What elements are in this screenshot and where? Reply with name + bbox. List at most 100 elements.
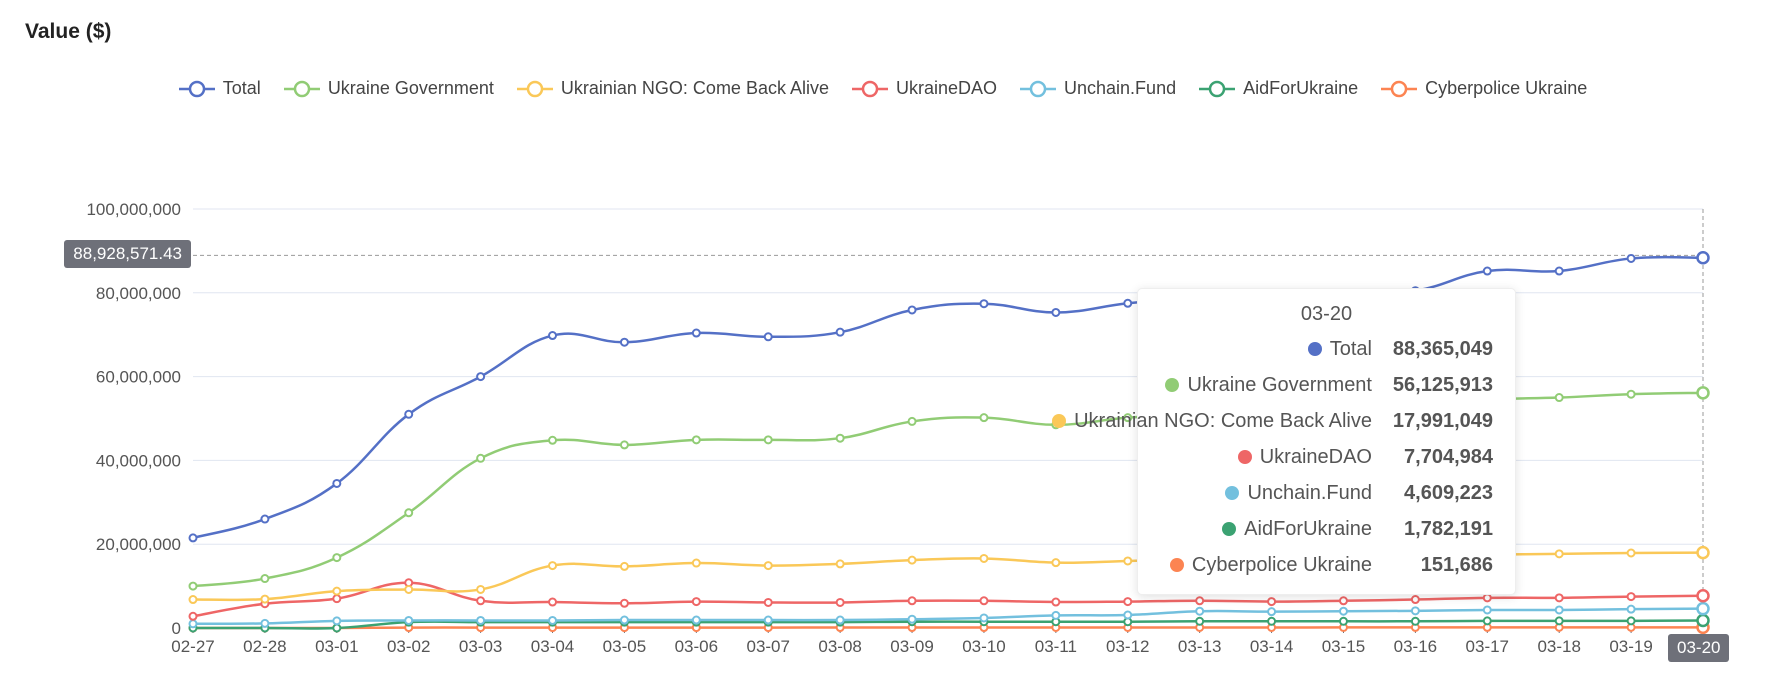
data-point[interactable] <box>1338 606 1348 616</box>
legend-item-aidforukraine[interactable]: AidForUkraine <box>1198 78 1358 99</box>
data-point[interactable] <box>332 616 342 626</box>
data-point[interactable] <box>1696 251 1710 265</box>
data-point[interactable] <box>907 596 917 606</box>
data-point[interactable] <box>404 615 414 625</box>
data-point[interactable] <box>907 555 917 565</box>
data-point[interactable] <box>548 615 558 625</box>
data-point[interactable] <box>979 553 989 563</box>
data-point[interactable] <box>979 299 989 309</box>
data-point[interactable] <box>835 615 845 625</box>
data-point[interactable] <box>1554 266 1564 276</box>
data-point[interactable] <box>1482 616 1492 626</box>
data-point[interactable] <box>1482 593 1492 603</box>
legend-item-ukrainian-ngo-come-back-alive[interactable]: Ukrainian NGO: Come Back Alive <box>516 78 829 99</box>
data-point[interactable] <box>1626 389 1636 399</box>
data-point[interactable] <box>1554 616 1564 626</box>
data-point[interactable] <box>476 372 486 382</box>
data-point[interactable] <box>476 584 486 594</box>
data-point[interactable] <box>1554 549 1564 559</box>
data-point[interactable] <box>1696 386 1710 400</box>
data-point[interactable] <box>1626 616 1636 626</box>
data-point[interactable] <box>1267 616 1277 626</box>
data-point[interactable] <box>188 581 198 591</box>
data-point[interactable] <box>1338 596 1348 606</box>
data-point[interactable] <box>1626 604 1636 614</box>
data-point[interactable] <box>619 615 629 625</box>
data-point[interactable] <box>619 598 629 608</box>
data-point[interactable] <box>476 596 486 606</box>
data-point[interactable] <box>1195 606 1205 616</box>
data-point[interactable] <box>1626 548 1636 558</box>
data-point[interactable] <box>979 613 989 623</box>
data-point[interactable] <box>1696 545 1710 560</box>
data-point[interactable] <box>332 586 342 596</box>
data-point[interactable] <box>763 435 773 445</box>
data-point[interactable] <box>188 619 198 629</box>
data-point[interactable] <box>404 508 414 518</box>
data-point[interactable] <box>907 305 917 315</box>
data-point[interactable] <box>260 618 270 628</box>
data-point[interactable] <box>260 574 270 584</box>
data-point[interactable] <box>548 597 558 607</box>
data-point[interactable] <box>332 623 342 633</box>
data-point[interactable] <box>619 440 629 450</box>
data-point[interactable] <box>691 435 701 445</box>
data-point[interactable] <box>188 533 198 543</box>
legend-item-ukrainedao[interactable]: UkraineDAO <box>851 78 997 99</box>
data-point[interactable] <box>979 596 989 606</box>
data-point[interactable] <box>404 409 414 419</box>
data-point[interactable] <box>691 597 701 607</box>
data-point[interactable] <box>835 327 845 337</box>
data-point[interactable] <box>404 584 414 594</box>
data-point[interactable] <box>1554 593 1564 603</box>
data-point[interactable] <box>188 595 198 605</box>
data-point[interactable] <box>1410 595 1420 605</box>
data-point[interactable] <box>332 553 342 563</box>
data-point[interactable] <box>1554 393 1564 403</box>
data-point[interactable] <box>548 331 558 341</box>
legend-item-unchain-fund[interactable]: Unchain.Fund <box>1019 78 1176 99</box>
data-point[interactable] <box>1696 613 1710 628</box>
data-point[interactable] <box>1051 307 1061 317</box>
data-point[interactable] <box>1123 610 1133 620</box>
data-point[interactable] <box>1267 597 1277 607</box>
data-point[interactable] <box>1195 616 1205 626</box>
data-point[interactable] <box>1051 610 1061 620</box>
data-point[interactable] <box>332 478 342 488</box>
data-point[interactable] <box>619 561 629 571</box>
data-point[interactable] <box>763 597 773 607</box>
data-point[interactable] <box>1554 605 1564 615</box>
data-point[interactable] <box>476 453 486 463</box>
data-point[interactable] <box>1123 597 1133 607</box>
data-point[interactable] <box>548 435 558 445</box>
data-point[interactable] <box>835 597 845 607</box>
data-point[interactable] <box>1051 558 1061 568</box>
data-point[interactable] <box>1410 606 1420 616</box>
data-point[interactable] <box>907 614 917 624</box>
data-point[interactable] <box>1410 616 1420 626</box>
data-point[interactable] <box>1123 556 1133 566</box>
data-point[interactable] <box>619 337 629 347</box>
data-point[interactable] <box>1482 605 1492 615</box>
data-point[interactable] <box>548 561 558 571</box>
data-point[interactable] <box>1123 298 1133 308</box>
data-point[interactable] <box>763 332 773 342</box>
data-point[interactable] <box>1626 253 1636 263</box>
data-point[interactable] <box>332 594 342 604</box>
data-point[interactable] <box>691 328 701 338</box>
data-point[interactable] <box>763 615 773 625</box>
data-point[interactable] <box>763 561 773 571</box>
data-point[interactable] <box>835 433 845 443</box>
data-point[interactable] <box>1123 413 1133 423</box>
data-point[interactable] <box>835 559 845 569</box>
data-point[interactable] <box>907 416 917 426</box>
data-point[interactable] <box>476 615 486 625</box>
data-point[interactable] <box>1051 597 1061 607</box>
data-point[interactable] <box>1267 607 1277 617</box>
data-point[interactable] <box>979 413 989 423</box>
data-point[interactable] <box>1482 266 1492 276</box>
data-point[interactable] <box>260 594 270 604</box>
legend-item-cyberpolice-ukraine[interactable]: Cyberpolice Ukraine <box>1380 78 1587 99</box>
legend-item-total[interactable]: Total <box>178 78 261 99</box>
data-point[interactable] <box>1338 616 1348 626</box>
